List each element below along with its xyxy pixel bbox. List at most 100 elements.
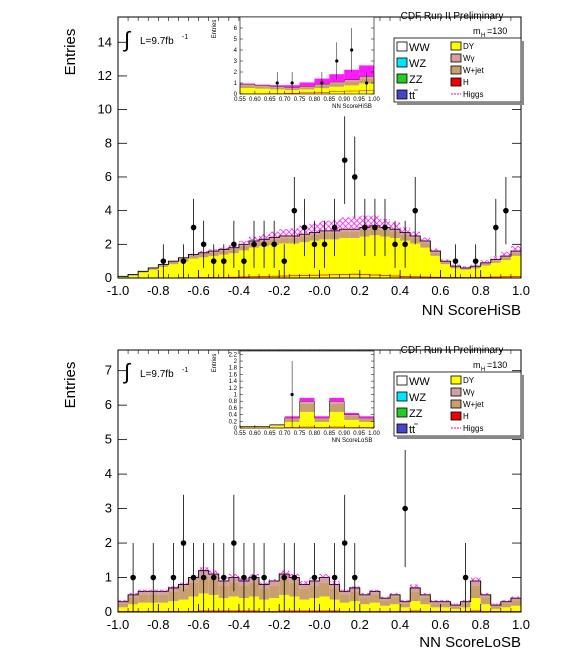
wjet-bar bbox=[138, 271, 149, 273]
wgamma-bar bbox=[359, 594, 370, 598]
wgamma-bar bbox=[510, 598, 521, 601]
dy-bar bbox=[344, 419, 360, 428]
x-tick-label: -0.0 bbox=[308, 617, 330, 632]
x-tick-label: 0.70 bbox=[279, 431, 291, 437]
dy-bar bbox=[339, 602, 350, 612]
data-point bbox=[472, 258, 479, 264]
lumi-sup: -1 bbox=[182, 34, 188, 41]
legend-item-wjet: W+jet bbox=[450, 399, 484, 409]
dy-bar bbox=[118, 276, 129, 278]
wjet-bar bbox=[480, 263, 491, 266]
x-tick-label: 0.55 bbox=[234, 431, 246, 437]
x-tick-label: 0.90 bbox=[338, 431, 350, 437]
wjet-bar bbox=[188, 255, 199, 259]
wjet-bar bbox=[168, 261, 179, 265]
dy-bar bbox=[470, 598, 481, 612]
dy-bar bbox=[314, 421, 330, 428]
signal-band-cross bbox=[500, 251, 511, 257]
dy-bar bbox=[420, 604, 431, 612]
wjet-bar bbox=[254, 86, 270, 89]
x-tick-label: -0.6 bbox=[187, 617, 209, 632]
legend-item-tt: tt bbox=[396, 423, 418, 436]
wjet-bar bbox=[480, 597, 491, 605]
y-tick-label: 12 bbox=[98, 68, 112, 83]
dy-bar bbox=[500, 607, 511, 612]
wjet-bar bbox=[319, 582, 330, 597]
y-tick-label: 1 bbox=[234, 81, 238, 87]
legend-swatch-zz bbox=[396, 73, 408, 84]
data-point bbox=[402, 241, 408, 248]
signal-band-cross bbox=[319, 574, 330, 578]
data-point bbox=[392, 241, 398, 248]
dy-bar bbox=[299, 242, 310, 278]
y-tick-label: 0.2 bbox=[229, 419, 238, 425]
y-tick-label: 0.8 bbox=[229, 399, 238, 405]
signal-band-cross bbox=[379, 596, 391, 599]
data-point bbox=[231, 241, 237, 248]
data-point bbox=[290, 392, 294, 397]
y-tick-label: 8 bbox=[105, 135, 112, 150]
y-axis-label: Entries bbox=[62, 362, 79, 409]
legend-item-h: H bbox=[450, 411, 469, 421]
data-point bbox=[382, 224, 388, 231]
dy-bar bbox=[500, 260, 511, 278]
legend-swatch-wgamma bbox=[450, 387, 462, 397]
panel-top: -1.0 -0.8 -0.6 -0.4 -0.2 -0.0 0.2 0.4 0.6 0.8 1.00… bbox=[62, 11, 530, 319]
dy-bar bbox=[359, 236, 370, 278]
wgamma-bar bbox=[329, 81, 345, 84]
legend-swatch-wjet bbox=[450, 65, 462, 75]
x-tick-label: 0.80 bbox=[309, 431, 321, 437]
x-tick-label: 0.75 bbox=[294, 97, 306, 103]
legend-label-tt: tt bbox=[409, 90, 415, 102]
x-tick-label: 0.2 bbox=[351, 283, 369, 298]
wjet-bar bbox=[490, 260, 501, 263]
legend-item-wjet: W+jet bbox=[450, 65, 484, 75]
signal-band-cross bbox=[480, 260, 491, 263]
dy-bar bbox=[460, 269, 471, 278]
wjet-bar bbox=[410, 591, 421, 602]
data-point bbox=[351, 574, 358, 581]
data-point bbox=[331, 224, 338, 231]
signal-band-cross bbox=[510, 596, 521, 599]
signal-band-cross bbox=[390, 593, 401, 595]
legend-item-wz: WZ bbox=[396, 391, 426, 404]
y-tick-label: 5 bbox=[234, 37, 238, 43]
x-tick-label: 0.55 bbox=[234, 97, 246, 103]
wjet-bar bbox=[339, 231, 350, 238]
legend-bottom: WW WZ ZZ tt DY Wγ bbox=[393, 371, 524, 439]
dy-bar bbox=[319, 596, 330, 612]
inset-y-axis-label: Entries bbox=[212, 20, 218, 39]
dy-bar bbox=[299, 89, 315, 94]
dy-bar bbox=[480, 604, 491, 612]
legend-item-tt: tt bbox=[396, 89, 418, 102]
legend-item-dy: DY bbox=[450, 41, 475, 51]
signal-band bbox=[254, 84, 270, 86]
lumi-label: ∫ L=9.7fb -1 bbox=[122, 359, 188, 384]
legend-label-wz: WZ bbox=[409, 58, 426, 70]
wjet-bar bbox=[359, 418, 374, 422]
x-tick-label: -0.2 bbox=[268, 283, 290, 298]
y-tick-label: 0 bbox=[234, 426, 238, 432]
wgamma-bar bbox=[349, 229, 360, 232]
data-point bbox=[180, 258, 187, 264]
signal-band-cross bbox=[420, 237, 431, 241]
dy-bar bbox=[168, 264, 179, 278]
dy-bar bbox=[490, 608, 501, 612]
signal-band bbox=[359, 416, 374, 418]
x-tick-label: 0.60 bbox=[249, 431, 261, 437]
data-point bbox=[180, 540, 187, 546]
dy-bar bbox=[178, 599, 189, 612]
y-axis-label: Entries bbox=[62, 29, 79, 76]
legend-label-h: H bbox=[463, 412, 469, 421]
dy-bar bbox=[299, 599, 310, 612]
legend-shadow-bottom bbox=[397, 436, 524, 439]
signal-band bbox=[314, 416, 330, 418]
wgamma-bar bbox=[314, 417, 330, 419]
x-axis-label: NN ScoreLoSB bbox=[419, 634, 521, 651]
wgamma-bar bbox=[500, 256, 511, 258]
signal-band-cross bbox=[480, 593, 491, 595]
mass-sub: H bbox=[481, 33, 485, 39]
y-tick-label: 0 bbox=[105, 270, 112, 285]
inset-x-axis-label: NN ScoreLoSB bbox=[332, 438, 373, 444]
dy-bar bbox=[299, 411, 315, 428]
